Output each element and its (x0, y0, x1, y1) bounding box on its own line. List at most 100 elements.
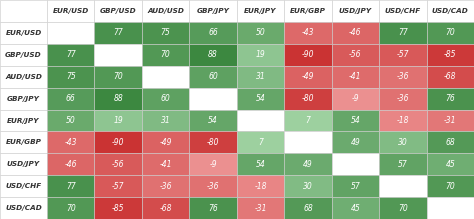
Text: -85: -85 (112, 203, 124, 213)
Text: 45: 45 (350, 203, 360, 213)
Bar (142, 66, 189, 88)
Text: GBP/JPY: GBP/JPY (197, 8, 229, 14)
Bar (94, 66, 142, 88)
Bar (379, 110, 427, 131)
Bar (142, 153, 189, 175)
Text: 49: 49 (350, 138, 360, 147)
Bar (237, 88, 284, 110)
Bar (237, 175, 284, 197)
Bar (189, 88, 237, 110)
Text: -49: -49 (159, 138, 172, 147)
Bar (427, 44, 474, 66)
Bar (284, 131, 332, 153)
Text: EUR/GBP: EUR/GBP (290, 8, 326, 14)
Bar (379, 153, 427, 175)
Bar (0, 66, 47, 88)
Bar (94, 175, 142, 197)
Bar (427, 0, 474, 22)
Bar (427, 88, 474, 110)
Text: 76: 76 (446, 94, 455, 103)
Text: -9: -9 (209, 160, 217, 169)
Text: USD/CHF: USD/CHF (385, 8, 421, 14)
Bar (332, 22, 379, 44)
Text: -41: -41 (159, 160, 172, 169)
Bar (379, 88, 427, 110)
Text: 50: 50 (66, 116, 75, 125)
Text: 60: 60 (208, 72, 218, 81)
Text: 54: 54 (208, 116, 218, 125)
Bar (379, 175, 427, 197)
Bar (0, 131, 47, 153)
Bar (237, 44, 284, 66)
Bar (332, 131, 379, 153)
Text: -57: -57 (397, 50, 409, 59)
Bar (0, 44, 47, 66)
Bar (47, 44, 94, 66)
Text: USD/CHF: USD/CHF (5, 183, 42, 189)
Text: 54: 54 (255, 94, 265, 103)
Bar (94, 110, 142, 131)
Bar (427, 197, 474, 219)
Bar (94, 153, 142, 175)
Text: 76: 76 (208, 203, 218, 213)
Bar (47, 153, 94, 175)
Bar (47, 131, 94, 153)
Text: 75: 75 (161, 28, 171, 37)
Bar (0, 0, 47, 22)
Bar (142, 175, 189, 197)
Bar (284, 197, 332, 219)
Text: 77: 77 (66, 50, 75, 59)
Bar (332, 153, 379, 175)
Text: 45: 45 (446, 160, 455, 169)
Text: -31: -31 (444, 116, 456, 125)
Bar (142, 131, 189, 153)
Text: EUR/USD: EUR/USD (5, 30, 42, 36)
Bar (0, 88, 47, 110)
Bar (237, 0, 284, 22)
Text: USD/JPY: USD/JPY (339, 8, 372, 14)
Bar (379, 66, 427, 88)
Text: 70: 70 (161, 50, 171, 59)
Bar (427, 110, 474, 131)
Text: 54: 54 (350, 116, 360, 125)
Text: 54: 54 (255, 160, 265, 169)
Bar (237, 110, 284, 131)
Text: EUR/JPY: EUR/JPY (244, 8, 277, 14)
Text: -36: -36 (159, 182, 172, 191)
Text: 70: 70 (446, 28, 455, 37)
Text: -36: -36 (207, 182, 219, 191)
Bar (332, 66, 379, 88)
Text: -43: -43 (301, 28, 314, 37)
Bar (284, 110, 332, 131)
Text: -85: -85 (444, 50, 456, 59)
Text: 68: 68 (303, 203, 313, 213)
Bar (47, 88, 94, 110)
Text: -9: -9 (352, 94, 359, 103)
Bar (0, 153, 47, 175)
Bar (237, 197, 284, 219)
Text: -18: -18 (254, 182, 267, 191)
Bar (427, 66, 474, 88)
Text: 68: 68 (446, 138, 455, 147)
Text: USD/JPY: USD/JPY (7, 161, 40, 167)
Text: USD/CAD: USD/CAD (5, 205, 42, 211)
Bar (94, 197, 142, 219)
Text: USD/CAD: USD/CAD (432, 8, 469, 14)
Bar (94, 88, 142, 110)
Text: 60: 60 (161, 94, 171, 103)
Text: -80: -80 (207, 138, 219, 147)
Text: -56: -56 (349, 50, 362, 59)
Bar (332, 44, 379, 66)
Text: 88: 88 (208, 50, 218, 59)
Text: 49: 49 (303, 160, 313, 169)
Text: EUR/USD: EUR/USD (53, 8, 89, 14)
Bar (142, 44, 189, 66)
Bar (0, 175, 47, 197)
Bar (284, 153, 332, 175)
Bar (47, 110, 94, 131)
Bar (189, 197, 237, 219)
Bar (427, 131, 474, 153)
Bar (237, 131, 284, 153)
Bar (284, 175, 332, 197)
Bar (427, 175, 474, 197)
